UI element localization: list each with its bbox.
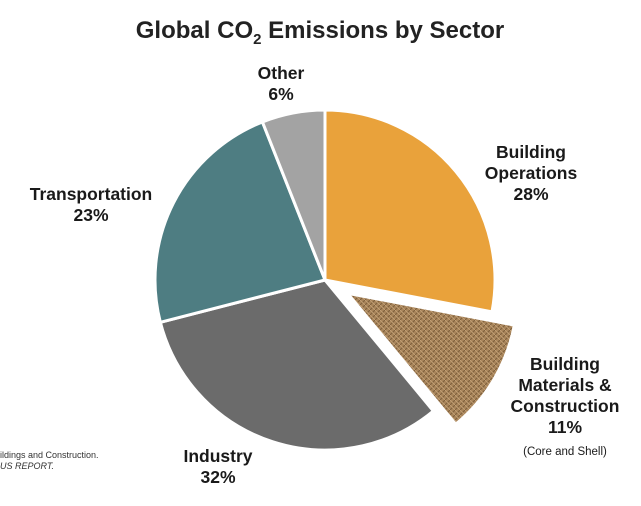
slice-label-building-operations: Building Operations 28% <box>485 142 578 204</box>
slice-label-transportation: Transportation 23% <box>30 184 153 225</box>
chart-title: Global CO2 Emissions by Sector <box>136 17 504 48</box>
slice-labels: Building Operations 28% Building Materials &… <box>30 63 620 487</box>
slice-label-industry: Industry 32% <box>183 446 252 487</box>
pie-slice-other <box>260 108 327 282</box>
pie-slice-building-materials-construction <box>345 291 516 426</box>
source-note-line-2: US REPORT. <box>0 461 55 471</box>
pie-slice-industry <box>158 278 435 452</box>
pie-slice-building-operations <box>323 108 497 314</box>
slice-label-other: Other 6% <box>258 63 305 104</box>
source-note-line-1: ildings and Construction. <box>0 450 99 460</box>
slice-note: (Core and Shell) <box>523 446 607 458</box>
slice-label-building-materials-construction: Building Materials & Construction 11% <box>511 354 620 437</box>
pie-slice-transportation <box>153 120 327 324</box>
pie-slices <box>153 108 516 452</box>
